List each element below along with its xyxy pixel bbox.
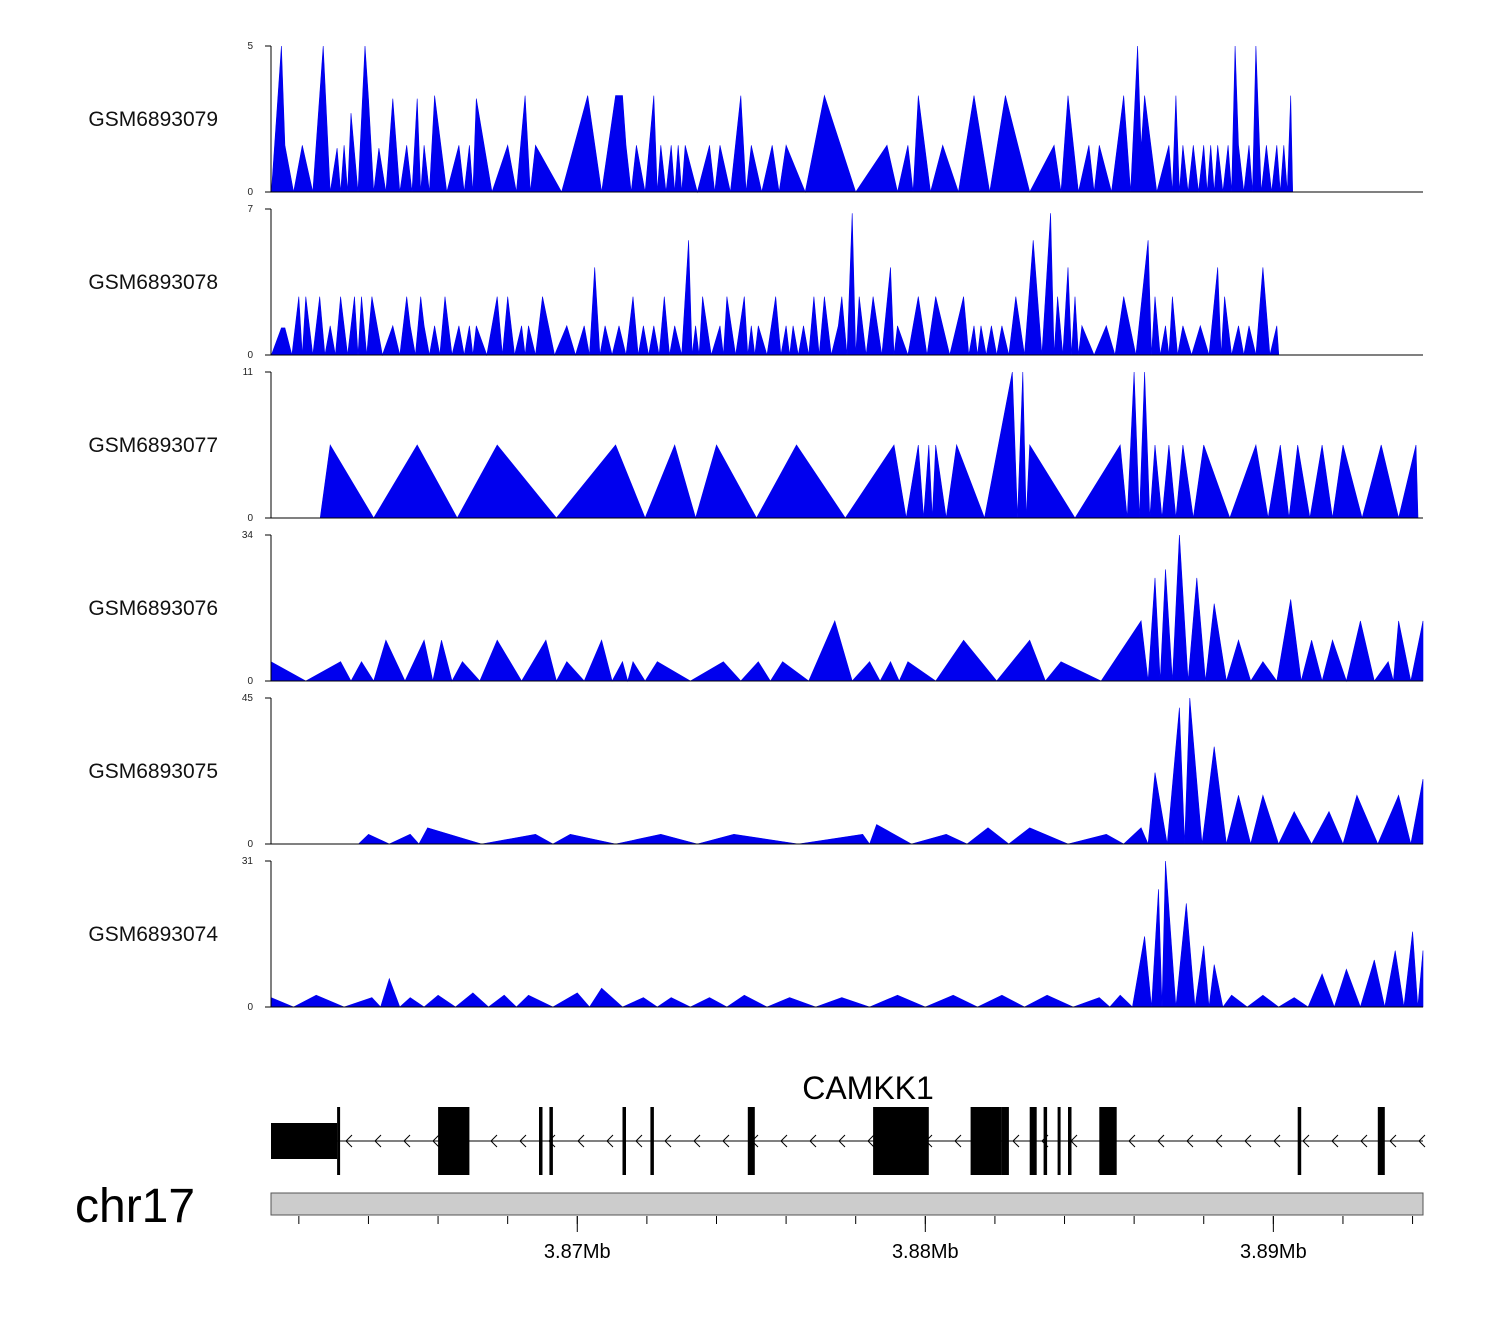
- strand-arrow: [577, 1134, 585, 1148]
- track-label: GSM6893075: [88, 760, 218, 783]
- strand-arrow: [519, 1134, 527, 1148]
- strand-arrow: [1157, 1134, 1165, 1148]
- strand-arrow: [1389, 1134, 1397, 1148]
- track-label: GSM6893078: [88, 271, 218, 294]
- y-min-label: 0: [247, 187, 253, 198]
- track-GSM6893077: 11 0 GSM6893077: [88, 367, 1423, 524]
- strand-arrow: [1302, 1134, 1310, 1148]
- strand-arrow: [1273, 1134, 1281, 1148]
- strand-arrow: [1215, 1134, 1223, 1148]
- exon-15: [1068, 1107, 1072, 1175]
- x-tick-label: 3.87Mb: [544, 1241, 611, 1263]
- exon-14: [1057, 1107, 1061, 1175]
- exon-18: [1377, 1107, 1385, 1175]
- track-label: GSM6893079: [88, 108, 218, 131]
- strand-arrow: [490, 1134, 498, 1148]
- x-tick-label: 3.89Mb: [1240, 1241, 1307, 1263]
- y-max-label: 45: [242, 693, 254, 704]
- track-GSM6893074: 31 0 GSM6893074: [88, 856, 1424, 1013]
- track-GSM6893079: 5 0 GSM6893079: [88, 41, 1423, 198]
- strand-arrow: [693, 1134, 701, 1148]
- y-max-label: 31: [242, 856, 254, 867]
- exon-9: [873, 1107, 929, 1175]
- exon-12: [1029, 1107, 1037, 1175]
- exon-4: [539, 1107, 543, 1175]
- y-max-label: 5: [247, 41, 253, 52]
- track-label: GSM6893074: [88, 923, 218, 946]
- signal-area-GSM6893077: [319, 371, 1419, 520]
- strand-arrow: [954, 1134, 962, 1148]
- strand-arrow: [432, 1134, 440, 1148]
- strand-arrow: [722, 1134, 730, 1148]
- y-min-label: 0: [247, 676, 253, 687]
- track-label: GSM6893076: [88, 597, 218, 620]
- strand-arrow: [1360, 1134, 1368, 1148]
- strand-arrow: [1244, 1134, 1252, 1148]
- strand-arrow: [780, 1134, 788, 1148]
- exon-11: [1001, 1107, 1009, 1175]
- strand-arrow: [838, 1134, 846, 1148]
- ideogram-track: chr17 3.87Mb 3.88Mb 3.89Mb: [75, 1180, 1424, 1263]
- exon-1: [271, 1123, 338, 1159]
- strand-arrow: [1128, 1134, 1136, 1148]
- strand-arrow: [345, 1134, 353, 1148]
- signal-area-GSM6893074: [270, 860, 1424, 1008]
- track-GSM6893076: 34 0 GSM6893076: [88, 530, 1424, 687]
- exon-13: [1043, 1107, 1048, 1175]
- signal-area-GSM6893076: [270, 534, 1424, 683]
- track-GSM6893075: 45 0 GSM6893075: [88, 693, 1424, 850]
- strand-arrow: [374, 1134, 382, 1148]
- strand-arrow: [1418, 1134, 1426, 1148]
- y-min-label: 0: [247, 513, 253, 524]
- strand-arrow: [1012, 1134, 1020, 1148]
- signal-area-GSM6893078: [270, 213, 1280, 357]
- exon-5: [549, 1107, 553, 1175]
- strand-arrow: [635, 1134, 643, 1148]
- strand-arrow: [606, 1134, 614, 1148]
- exon-10: [970, 1107, 1002, 1175]
- signal-area-GSM6893075: [357, 697, 1424, 845]
- exon-16: [1099, 1107, 1117, 1175]
- y-max-label: 34: [242, 530, 254, 541]
- exon-17: [1297, 1107, 1302, 1175]
- chromosome-ideogram-bar: [270, 1192, 1424, 1216]
- y-max-label: 7: [247, 204, 253, 215]
- gene-name-label: CAMKK1: [802, 1070, 934, 1106]
- exon-6: [622, 1107, 626, 1175]
- strand-arrow: [548, 1134, 556, 1148]
- signal-area-GSM6893079: [271, 45, 1294, 194]
- exon-2: [337, 1107, 341, 1175]
- y-min-label: 0: [247, 350, 253, 361]
- strand-arrow: [664, 1134, 672, 1148]
- x-tick-label: 3.88Mb: [892, 1241, 959, 1263]
- strand-arrow: [403, 1134, 411, 1148]
- strand-arrow: [867, 1134, 875, 1148]
- track-GSM6893078: 7 0 GSM6893078: [88, 204, 1423, 361]
- strand-arrow: [1331, 1134, 1339, 1148]
- exon-7: [650, 1107, 654, 1175]
- exon-8: [747, 1107, 755, 1175]
- exon-3: [438, 1107, 470, 1175]
- gene-track: CAMKK1: [271, 1070, 1426, 1175]
- chromosome-label: chr17: [75, 1180, 195, 1233]
- y-min-label: 0: [247, 839, 253, 850]
- y-min-label: 0: [247, 1002, 253, 1013]
- strand-arrow: [809, 1134, 817, 1148]
- signal-tracks: 5 0 GSM6893079 7 0 GSM6893078 11 0 GSM6893077 34 0…: [88, 41, 1424, 1013]
- y-max-label: 11: [243, 367, 254, 378]
- strand-arrow: [1186, 1134, 1194, 1148]
- track-label: GSM6893077: [88, 434, 218, 457]
